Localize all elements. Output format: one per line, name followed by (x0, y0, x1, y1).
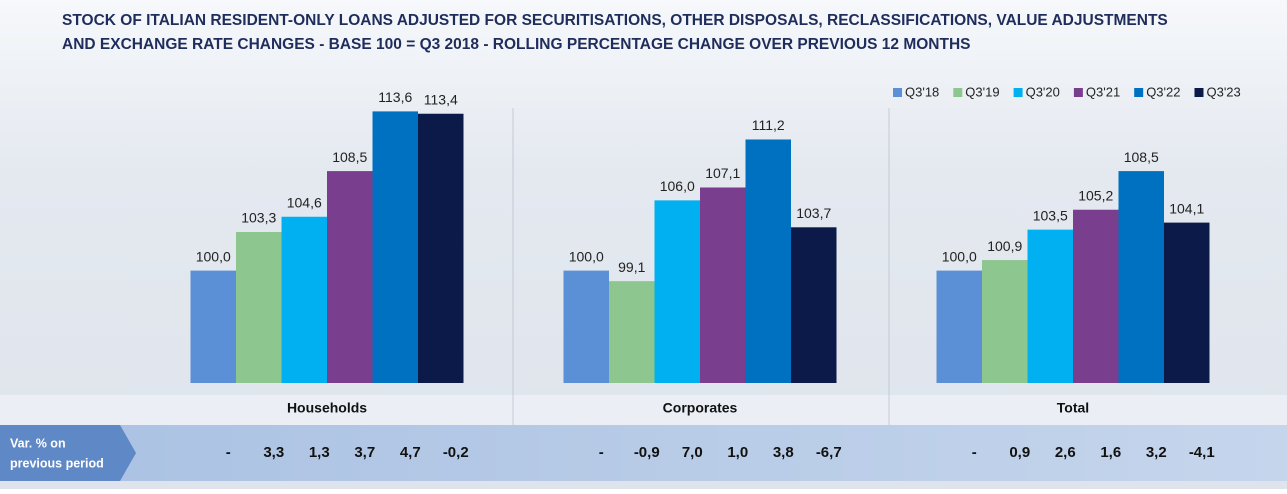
data-label: 113,6 (378, 89, 412, 105)
legend-label: Q3'20 (1026, 84, 1060, 99)
variation-value: 2,6 (1055, 444, 1076, 461)
data-label: 99,1 (618, 259, 645, 275)
legend-label: Q3'18 (905, 84, 939, 99)
variation-value: 3,2 (1146, 444, 1167, 461)
legend-swatch (1194, 88, 1204, 97)
legend-label: Q3'21 (1086, 84, 1120, 99)
bar (327, 171, 373, 383)
data-label: 100,0 (196, 248, 231, 264)
legend-swatch (953, 88, 963, 97)
variation-label: previous period (10, 456, 104, 470)
x-tick-label: Households (287, 400, 367, 416)
variation-value: 1,3 (309, 444, 330, 461)
bar (609, 281, 655, 383)
data-label: 100,9 (987, 238, 1022, 254)
variation-band (0, 425, 1287, 481)
data-label: 105,2 (1078, 187, 1113, 203)
variation-value: 1,6 (1100, 444, 1121, 461)
data-label: 107,1 (705, 165, 740, 181)
variation-value: - (972, 444, 977, 461)
bar (936, 270, 982, 383)
variation-value: - (226, 444, 231, 461)
variation-value: 4,7 (400, 444, 421, 461)
data-label: 106,0 (660, 178, 695, 194)
legend-label: Q3'22 (1146, 84, 1180, 99)
variation-value: -6,7 (816, 444, 842, 461)
variation-value: 3,3 (263, 444, 284, 461)
data-label: 100,0 (942, 248, 977, 264)
bar (563, 270, 609, 383)
x-tick-label: Corporates (663, 400, 738, 416)
bar (281, 216, 327, 383)
bar (190, 270, 236, 383)
variation-value: 0,9 (1009, 444, 1030, 461)
variation-value: 7,0 (682, 444, 703, 461)
chart-title: STOCK OF ITALIAN RESIDENT-ONLY LOANS ADJ… (62, 12, 1168, 29)
bar (372, 111, 418, 383)
data-label: 103,7 (796, 205, 831, 221)
variation-value: 1,0 (727, 444, 748, 461)
variation-value: - (599, 444, 604, 461)
variation-value: 3,8 (773, 444, 794, 461)
bar (1118, 171, 1164, 383)
data-label: 108,5 (1124, 149, 1159, 165)
data-label: 100,0 (569, 248, 604, 264)
data-label: 103,5 (1033, 207, 1068, 223)
bar (1164, 222, 1210, 383)
bar (1027, 229, 1073, 383)
legend-swatch (1073, 88, 1083, 97)
legend-swatch (1013, 88, 1023, 97)
data-label: 113,4 (424, 91, 458, 107)
data-label: 103,3 (241, 210, 276, 226)
legend-label: Q3'19 (965, 84, 999, 99)
variation-value: -4,1 (1189, 444, 1215, 461)
legend-label: Q3'23 (1206, 84, 1240, 99)
bar (236, 231, 282, 383)
bar (1073, 209, 1119, 383)
bar (654, 200, 700, 383)
legend-swatch (1134, 88, 1144, 97)
bar (700, 187, 746, 383)
chart-title: AND EXCHANGE RATE CHANGES - BASE 100 = Q… (62, 36, 971, 53)
bar (791, 227, 837, 383)
variation-value: -0,9 (634, 444, 660, 461)
variation-value: 3,7 (354, 444, 375, 461)
x-tick-label: Total (1057, 400, 1089, 416)
bar (982, 260, 1028, 383)
variation-label: Var. % on (10, 436, 66, 450)
variation-label-box (0, 425, 136, 481)
category-band (0, 395, 1287, 425)
legend-swatch (893, 88, 902, 97)
bar (745, 139, 791, 383)
variation-value: -0,2 (443, 444, 469, 461)
data-label: 104,1 (1169, 200, 1204, 216)
bar (418, 113, 464, 384)
data-label: 111,2 (752, 117, 785, 133)
data-label: 108,5 (332, 149, 367, 165)
data-label: 104,6 (287, 194, 322, 210)
